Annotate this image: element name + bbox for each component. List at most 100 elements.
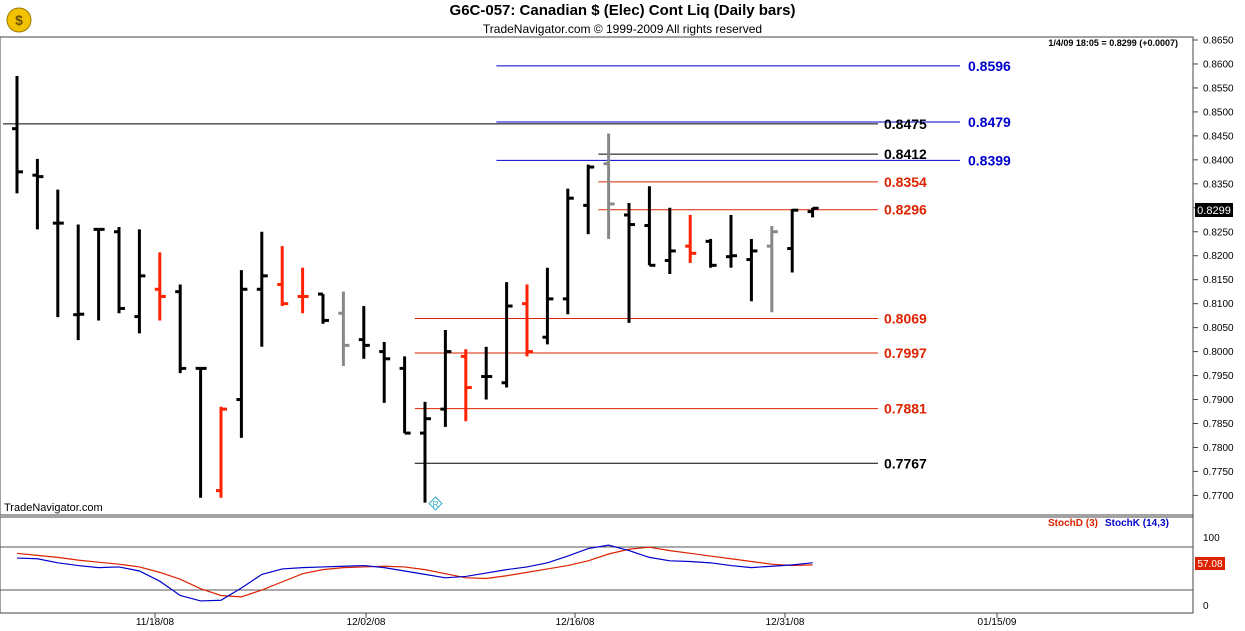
ohlc-bar	[481, 346, 493, 400]
ohlc-bar	[399, 356, 411, 435]
watermark-text: TradeNavigator.com	[4, 502, 103, 514]
ohlc-bar	[542, 267, 554, 345]
ohlc-bar	[195, 366, 207, 498]
stoch-tick-label: 100	[1203, 533, 1220, 544]
level-label: 0.7997	[884, 345, 927, 361]
stoch-series-line	[16, 546, 813, 598]
y-tick-label: 0.8350	[1203, 179, 1234, 190]
current-price-label: 0.8299	[1197, 205, 1231, 217]
stochastic-lines	[16, 544, 813, 602]
stoch-series-line	[16, 544, 813, 602]
stoch-price-tag: 57.08	[1195, 557, 1225, 570]
current-price-tag: 0.8299	[1195, 203, 1233, 217]
y-tick-label: 0.8500	[1203, 107, 1234, 118]
ohlc-bar	[766, 226, 778, 313]
y-tick-label: 0.7700	[1203, 491, 1234, 502]
ohlc-bar	[603, 133, 615, 239]
tradenavigator-logo-icon: $	[6, 7, 32, 33]
x-tick-label: 12/02/08	[347, 617, 386, 628]
level-label: 0.7881	[884, 401, 927, 417]
svg-text:$: $	[15, 12, 23, 28]
x-tick-label: 12/16/08	[556, 617, 595, 628]
x-axis-ticks: 11/18/08 12/02/08 12/16/08 12/31/08 01/15/09	[136, 613, 1017, 628]
price-axis-ticks: 0.7700 0.7750 0.7800 0.7850 0.7900 0.7950 0.80…	[1193, 36, 1234, 502]
level-label: 0.7767	[884, 455, 927, 471]
ohlc-bar	[420, 401, 431, 503]
level-label: 0.8596	[968, 58, 1011, 74]
y-tick-label: 0.7750	[1203, 467, 1234, 478]
y-tick-label: 0.8250	[1203, 227, 1234, 238]
ohlc-bar	[134, 229, 146, 334]
x-tick-label: 11/18/08	[136, 617, 175, 628]
legend-stochk: StochK (14,3)	[1105, 518, 1169, 529]
y-tick-label: 0.7850	[1203, 419, 1234, 430]
x-tick-label: 12/31/08	[766, 617, 805, 628]
price-levels: 0.8596 0.8479 0.8399 0.8475 0.8412 0.8354 0.82…	[3, 58, 1011, 471]
y-tick-label: 0.8100	[1203, 299, 1234, 310]
y-tick-label: 0.7950	[1203, 371, 1234, 382]
price-bars	[12, 75, 819, 503]
ohlc-bar	[256, 231, 268, 347]
level-label: 0.8354	[884, 174, 927, 190]
ohlc-bar	[583, 164, 595, 235]
x-tick-label: 01/15/09	[978, 617, 1017, 628]
price-panel	[0, 36, 1194, 516]
y-tick-label: 0.8400	[1203, 155, 1234, 166]
ohlc-bar	[522, 284, 533, 357]
ohlc-bar	[216, 406, 227, 498]
ohlc-bar	[685, 214, 697, 263]
ohlc-bar	[807, 206, 819, 218]
stochastic-axis-ticks: 0 100	[1203, 533, 1220, 612]
ohlc-bar	[787, 208, 799, 273]
ohlc-bar	[501, 282, 513, 388]
ohlc-bar	[114, 226, 125, 314]
svg-text:R: R	[433, 500, 439, 509]
y-tick-label: 0.7900	[1203, 395, 1234, 406]
level-label: 0.8479	[968, 114, 1011, 130]
r-marker-icon: R	[428, 496, 443, 511]
y-tick-label: 0.7800	[1203, 443, 1234, 454]
stoch-price-label: 57.08	[1197, 559, 1222, 570]
stochastic-panel	[0, 516, 1194, 614]
ohlc-bar	[175, 284, 187, 374]
ohlc-bar	[624, 202, 635, 323]
ohlc-bar	[236, 270, 248, 438]
ohlc-bar	[705, 238, 717, 268]
y-tick-label: 0.8550	[1203, 83, 1234, 94]
ohlc-bar	[154, 252, 166, 321]
ohlc-bar	[73, 224, 85, 341]
quote-readout: 1/4/09 18:05 = 0.8299 (+0.0007)	[1048, 38, 1178, 48]
y-tick-label: 0.8150	[1203, 275, 1234, 286]
level-label: 0.8069	[884, 311, 927, 327]
ohlc-bar	[277, 246, 289, 307]
stoch-tick-label: 0	[1203, 601, 1209, 612]
chart-title: G6C-057: Canadian $ (Elec) Cont Liq (Dai…	[449, 2, 796, 19]
level-label: 0.8475	[884, 116, 927, 132]
level-label: 0.8296	[884, 202, 927, 218]
y-tick-label: 0.8450	[1203, 131, 1234, 142]
y-tick-label: 0.8050	[1203, 323, 1234, 334]
ohlc-bar	[440, 330, 452, 427]
ohlc-bar	[297, 267, 309, 314]
ohlc-bar	[32, 158, 44, 230]
legend-stochd: StochD (3)	[1048, 518, 1098, 529]
ohlc-bar	[338, 291, 350, 366]
y-tick-label: 0.8650	[1203, 36, 1234, 47]
ohlc-bar	[12, 75, 23, 194]
ohlc-bar	[562, 188, 574, 315]
ohlc-bar	[379, 342, 391, 403]
ohlc-bar	[52, 189, 64, 318]
y-tick-label: 0.8600	[1203, 59, 1234, 70]
level-label: 0.8412	[884, 146, 927, 162]
chart-subtitle: TradeNavigator.com © 1999-2009 All right…	[482, 22, 763, 36]
y-tick-label: 0.8000	[1203, 347, 1234, 358]
ohlc-bar	[746, 238, 758, 302]
ohlc-bar	[726, 214, 737, 268]
ohlc-bar	[664, 207, 676, 274]
level-label: 0.8399	[968, 152, 1011, 168]
ohlc-bar	[93, 227, 105, 321]
ohlc-bar	[644, 186, 656, 267]
y-tick-label: 0.8200	[1203, 251, 1234, 262]
ohlc-bar	[460, 349, 472, 422]
